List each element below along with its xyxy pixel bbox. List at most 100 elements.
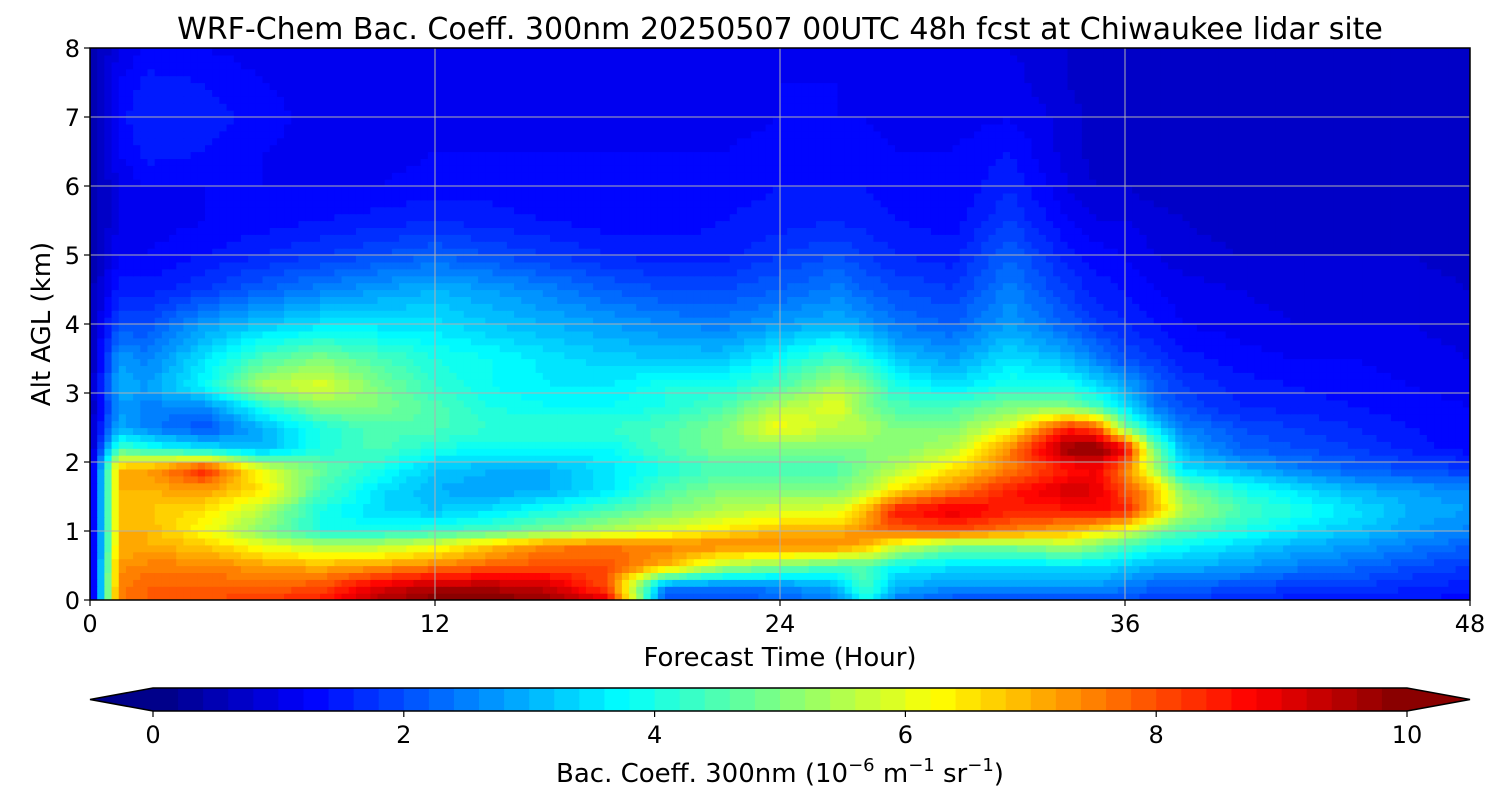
heatmap-cell — [370, 579, 379, 587]
heatmap-cell — [1074, 537, 1083, 546]
heatmap-cell — [161, 468, 170, 477]
heatmap-cell — [1441, 551, 1450, 560]
heatmap-cell — [521, 572, 530, 580]
heatmap-cell — [506, 586, 515, 594]
heatmap-cell — [808, 524, 817, 532]
heatmap-cell — [1412, 448, 1421, 456]
heatmap-cell — [492, 427, 501, 435]
heatmap-cell — [1017, 579, 1025, 587]
heatmap-cell — [629, 503, 637, 511]
heatmap-cell — [492, 544, 501, 553]
heatmap-cell — [363, 544, 371, 553]
heatmap-cell — [506, 531, 515, 539]
heatmap-cell — [758, 517, 767, 525]
heatmap-cell — [930, 441, 939, 449]
heatmap-cell — [1340, 482, 1349, 491]
heatmap-cell — [729, 475, 738, 484]
heatmap-cell — [1297, 510, 1306, 518]
heatmap-cell — [887, 544, 896, 553]
heatmap-cell — [571, 468, 580, 477]
heatmap-cell — [1419, 558, 1428, 567]
heatmap-cell — [1225, 531, 1234, 539]
heatmap-cell — [1117, 551, 1126, 560]
heatmap-cell — [866, 593, 875, 600]
heatmap-cell — [1204, 496, 1212, 504]
heatmap-cell — [521, 586, 530, 594]
heatmap-cell — [1117, 427, 1126, 435]
heatmap-cell — [456, 586, 465, 594]
heatmap-cell — [607, 524, 616, 532]
heatmap-cell — [593, 558, 601, 567]
heatmap-cell — [643, 565, 652, 573]
heatmap-cell — [686, 427, 695, 435]
heatmap-cell — [665, 579, 673, 587]
heatmap-cell — [557, 434, 565, 442]
heatmap-cell — [715, 558, 724, 567]
heatmap-cell — [621, 503, 630, 511]
heatmap-cell — [176, 565, 185, 573]
heatmap-cell — [1347, 510, 1356, 518]
heatmap-cell — [1398, 558, 1406, 567]
heatmap-cell — [1319, 565, 1327, 573]
heatmap-cell — [614, 427, 623, 435]
heatmap-cell — [118, 551, 127, 560]
heatmap-cell — [1002, 482, 1011, 491]
heatmap-cell — [133, 565, 141, 573]
heatmap-cell — [1347, 517, 1356, 525]
heatmap-cell — [665, 427, 673, 435]
heatmap-cell — [830, 468, 839, 477]
heatmap-cell — [269, 524, 278, 532]
heatmap-cell — [1074, 475, 1083, 484]
heatmap-cell — [966, 517, 975, 525]
heatmap-cell — [952, 434, 961, 442]
heatmap-cell — [456, 524, 465, 532]
heatmap-cell — [1441, 420, 1450, 429]
heatmap-cell — [916, 455, 925, 463]
heatmap-cell — [255, 586, 264, 594]
heatmap-cell — [1160, 572, 1169, 580]
heatmap-cell — [1160, 482, 1169, 491]
heatmap-cell — [974, 468, 982, 477]
heatmap-cell — [700, 510, 709, 518]
heatmap-cell — [787, 420, 795, 429]
heatmap-cell — [276, 551, 285, 560]
heatmap-cell — [1311, 468, 1320, 477]
heatmap-cell — [456, 531, 465, 539]
heatmap-cell — [974, 531, 982, 539]
heatmap-cell — [1333, 524, 1342, 532]
heatmap-cell — [1017, 544, 1025, 553]
heatmap-cell — [341, 579, 350, 587]
heatmap-cell — [284, 462, 292, 470]
heatmap-cell — [1390, 531, 1399, 539]
heatmap-cell — [233, 455, 242, 463]
heatmap-cell — [887, 586, 896, 594]
heatmap-cell — [1398, 455, 1406, 463]
heatmap-cell — [1168, 524, 1176, 532]
heatmap-cell — [693, 551, 702, 560]
heatmap-cell — [1275, 544, 1284, 553]
heatmap-cell — [1067, 537, 1076, 546]
heatmap-cell — [1031, 551, 1040, 560]
heatmap-cell — [1053, 448, 1061, 456]
heatmap-cell — [1002, 448, 1011, 456]
heatmap-cell — [794, 468, 803, 477]
heatmap-cell — [456, 510, 465, 518]
heatmap-cell — [859, 496, 867, 504]
heatmap-cell — [1232, 489, 1241, 498]
heatmap-cell — [449, 468, 458, 477]
heatmap-cell — [938, 517, 946, 525]
heatmap-cell — [1355, 441, 1363, 449]
heatmap-cell — [859, 448, 867, 456]
heatmap-cell — [593, 489, 601, 498]
heatmap-cell — [1297, 455, 1306, 463]
heatmap-cell — [284, 489, 292, 498]
heatmap-cell — [1405, 482, 1414, 491]
heatmap-cell — [1096, 475, 1105, 484]
heatmap-cell — [298, 496, 307, 504]
heatmap-cell — [938, 593, 946, 600]
heatmap-cell — [1074, 586, 1083, 594]
heatmap-cell — [176, 496, 185, 504]
heatmap-cell — [1146, 544, 1155, 553]
heatmap-cell — [765, 503, 774, 511]
heatmap-cell — [837, 420, 846, 429]
